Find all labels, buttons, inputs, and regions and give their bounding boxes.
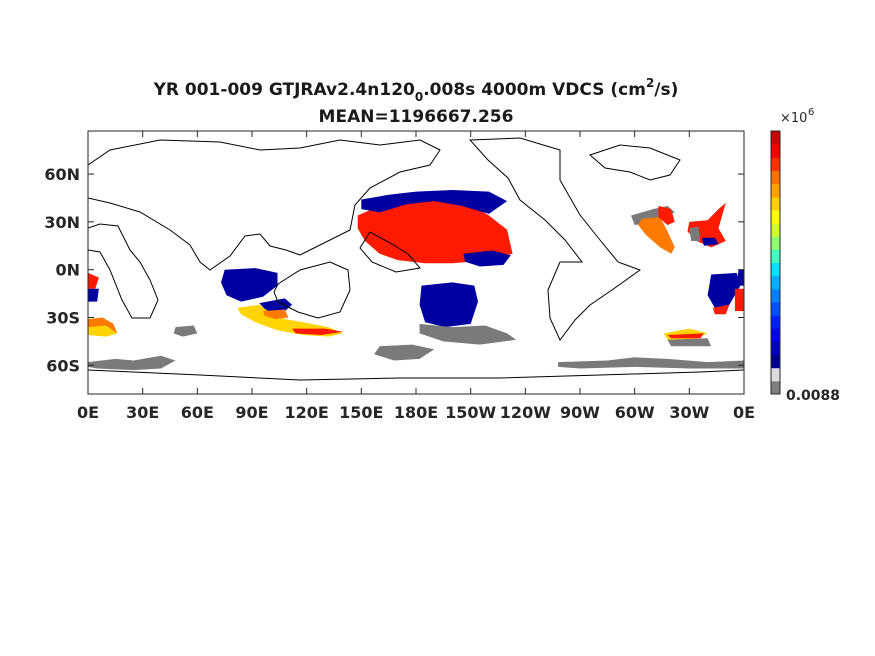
colorbar-segment: [771, 301, 780, 316]
colorbar-segment: [771, 131, 780, 145]
colorbar-segment: [771, 209, 780, 224]
title-part: .008s 4000m VDCS (cm: [423, 80, 646, 100]
x-axis: 0E 30E 60E 90E 120E 150E 180E 150W 120W 90W 60W 30W…: [77, 131, 755, 422]
region-2: [463, 250, 511, 267]
region-28: [713, 304, 730, 315]
colorbar-segment: [771, 223, 780, 237]
region-12: [292, 328, 344, 335]
region-1: [361, 190, 508, 214]
colorbar-segment: [771, 288, 780, 303]
colorbar-segment: [771, 367, 780, 382]
region-20: [658, 205, 675, 225]
title-part: YR 001-009 GTJRAv2.4n120: [153, 80, 415, 100]
y-tick-label: 60N: [44, 165, 80, 184]
colorbar-segment: [771, 236, 780, 250]
region-7: [558, 357, 744, 369]
region-9: [259, 298, 293, 312]
region-4: [419, 323, 517, 345]
x-tick-label: 0E: [77, 403, 99, 422]
region-0: [357, 194, 513, 264]
colorbar-segment: [771, 170, 780, 185]
colorbar-segment: [771, 144, 780, 158]
colorbar-multiplier: ×10: [780, 111, 807, 126]
x-tick-label: 120W: [500, 403, 551, 422]
region-17: [173, 325, 198, 337]
region-27: [707, 272, 741, 308]
coastlines: [88, 137, 744, 381]
field-regions: [88, 190, 744, 371]
region-30: [736, 269, 744, 286]
colorbar-segment: [771, 275, 780, 290]
region-3: [419, 282, 478, 328]
title-part: /s): [654, 80, 679, 100]
x-tick-label: 90W: [560, 403, 600, 422]
region-22: [689, 226, 701, 241]
region-6: [88, 355, 176, 371]
x-tick-label: 60W: [615, 403, 655, 422]
x-tick-label: 120E: [285, 403, 329, 422]
region-5: [374, 344, 435, 361]
y-tick-label: 30N: [44, 213, 80, 232]
title-superscript: 2: [645, 76, 655, 90]
colorbar-segment: [771, 328, 780, 342]
region-15: [88, 272, 99, 289]
colorbar-frame: [770, 130, 781, 395]
region-16: [88, 288, 99, 302]
colorbar-segment: [771, 196, 780, 211]
colorbar-segment: [771, 315, 780, 329]
region-19: [638, 217, 675, 254]
y-tick-label: 30S: [46, 308, 80, 327]
colorbar-segment: [771, 380, 780, 395]
region-26: [667, 338, 712, 347]
colorbar-tick-label: 0.0088: [786, 388, 840, 404]
x-tick-label: 150E: [339, 403, 383, 422]
x-tick-label: 60E: [181, 403, 214, 422]
x-tick-label: 150W: [445, 403, 496, 422]
region-25: [667, 333, 704, 339]
region-11: [262, 309, 289, 320]
colorbar-segment: [771, 341, 780, 356]
colorbar-segment: [771, 183, 780, 198]
colorbar: 0.0088 ×10 6: [770, 107, 840, 404]
colorbar-multiplier-exponent: 6: [808, 107, 814, 118]
region-8: [221, 268, 278, 302]
region-23: [702, 237, 719, 246]
y-tick-label: 60S: [46, 356, 80, 375]
title-subscript: 0: [414, 90, 424, 104]
region-14: [88, 325, 118, 337]
y-tick-label: 0N: [55, 261, 80, 280]
y-axis: 60N 30N 0N 30S 60S: [44, 165, 744, 375]
chart-subtitle: MEAN=1196667.256: [318, 107, 514, 127]
chart-title: YR 001-009 GTJRAv2.4n1200.008s 4000m VDC…: [0, 76, 832, 104]
colorbar-segment: [771, 157, 780, 171]
x-tick-label: 180E: [394, 403, 438, 422]
x-tick-label: 0E: [733, 403, 755, 422]
colorbar-segment: [771, 249, 780, 263]
colorbar-segment: [771, 262, 780, 277]
x-tick-label: 30E: [126, 403, 159, 422]
x-tick-label: 90E: [235, 403, 268, 422]
colorbar-segment: [771, 354, 780, 369]
region-29: [734, 288, 744, 312]
x-tick-label: 30W: [669, 403, 709, 422]
